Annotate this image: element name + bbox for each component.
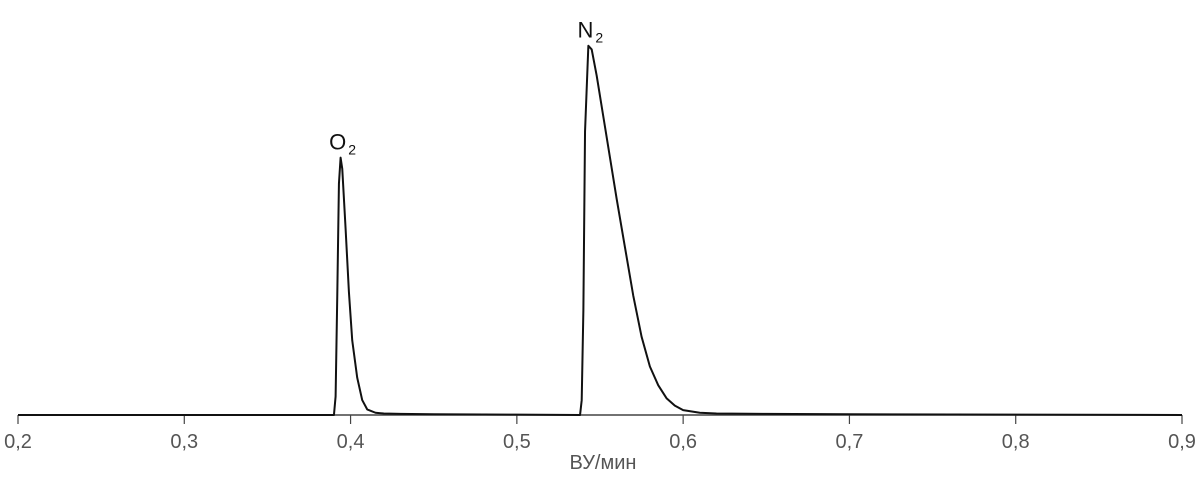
x-axis: 0,2 0,3 0,4 0,5 0,6 0,7 0,8 0,9 <box>4 414 1196 453</box>
x-axis-label: ВУ/мин <box>570 452 637 474</box>
x-tick-label: 0,3 <box>170 431 198 453</box>
x-tick-label: 0,9 <box>1168 431 1196 453</box>
x-tick-label: 0,4 <box>337 431 365 453</box>
x-tick-label: 0,5 <box>503 431 531 453</box>
peak-labels: O 2 N 2 <box>329 18 603 158</box>
x-tick-label: 0,8 <box>1002 431 1030 453</box>
x-tick-label: 0,2 <box>4 431 32 453</box>
x-tick-label: 0,6 <box>669 431 697 453</box>
series-group <box>18 44 1183 416</box>
x-tick-label: 0,7 <box>836 431 864 453</box>
series-line <box>18 44 1183 416</box>
